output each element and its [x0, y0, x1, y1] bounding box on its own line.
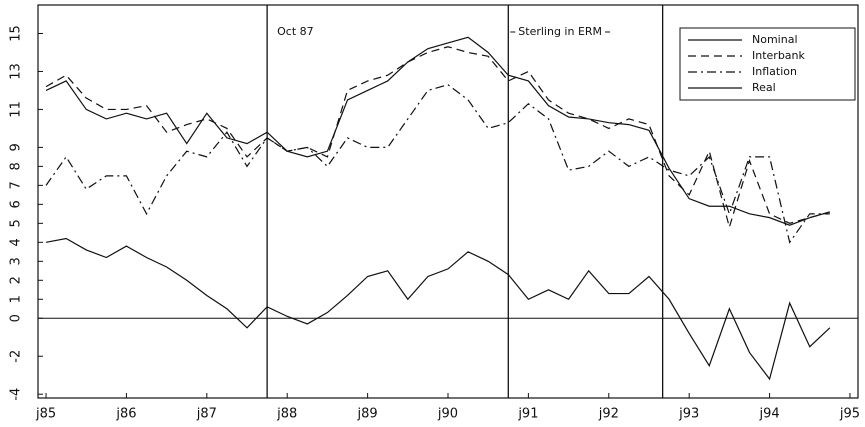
x-tick-label: j87 [196, 407, 217, 422]
y-tick-label: 0 [9, 314, 24, 322]
x-tick-label: j93 [678, 407, 699, 422]
y-tick-label: 8 [9, 162, 24, 170]
x-tick-label: j95 [839, 407, 860, 422]
event-label: Oct 87 [277, 25, 314, 38]
x-tick-label: j94 [758, 407, 779, 422]
x-tick-label: j90 [437, 407, 458, 422]
y-tick-label: 7 [9, 181, 24, 189]
series-line [45, 46, 831, 230]
y-tick-label: -2 [9, 350, 24, 363]
legend-label: Real [752, 81, 776, 94]
legend-label: Inflation [752, 65, 797, 78]
legend-label: Nominal [752, 33, 798, 46]
event-label: Sterling in ERM [518, 25, 602, 38]
y-tick-label: -4 [9, 388, 24, 401]
y-tick-label: 3 [9, 257, 24, 265]
series-line [45, 237, 831, 381]
y-tick-label: 13 [9, 63, 24, 80]
x-tick-label: j85 [35, 407, 56, 422]
y-tick-label: 1 [9, 295, 24, 303]
y-tick-label: 4 [9, 238, 24, 246]
x-tick-label: j91 [517, 407, 538, 422]
x-tick-label: j88 [276, 407, 297, 422]
y-tick-label: 11 [9, 101, 24, 118]
y-tick-label: 6 [9, 200, 24, 208]
y-tick-label: 2 [9, 276, 24, 284]
y-tick-label: 5 [9, 219, 24, 227]
x-tick-label: j92 [598, 407, 619, 422]
y-tick-label: 9 [9, 143, 24, 151]
series-line [45, 84, 830, 244]
y-tick-label: 15 [9, 25, 24, 42]
legend-label: Interbank [752, 49, 806, 62]
x-tick-label: j89 [357, 407, 378, 422]
x-tick-label: j86 [115, 407, 136, 422]
